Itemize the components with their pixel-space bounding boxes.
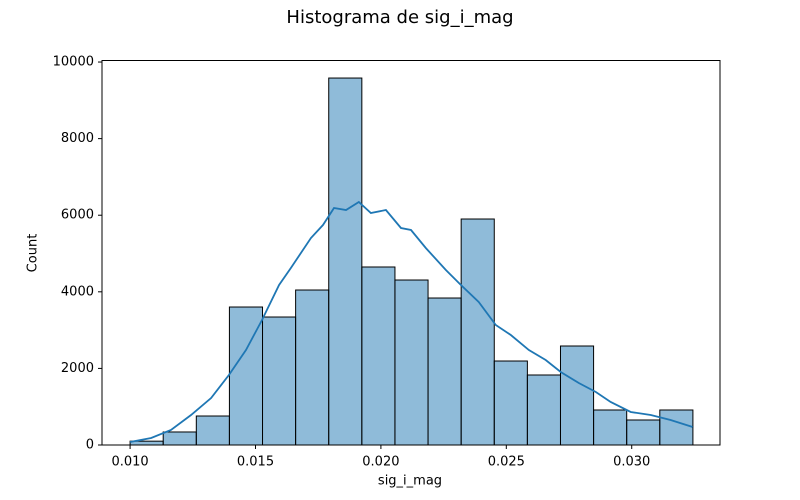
bar bbox=[427, 297, 462, 446]
x-tick-label: 0.015 bbox=[237, 455, 274, 470]
bar bbox=[361, 266, 396, 446]
bar bbox=[460, 218, 495, 446]
x-axis-label: sig_i_mag bbox=[378, 474, 442, 489]
y-tick-label: 8000 bbox=[61, 131, 94, 146]
chart-title: Histograma de sig_i_mag bbox=[286, 7, 513, 28]
bar bbox=[262, 316, 297, 446]
plot-frame bbox=[101, 60, 721, 446]
bar bbox=[659, 409, 694, 446]
y-axis-label: Count bbox=[26, 234, 41, 273]
y-tick-label: 4000 bbox=[61, 284, 94, 299]
bar bbox=[295, 289, 330, 446]
bar bbox=[162, 431, 197, 446]
x-tick-label: 0.030 bbox=[613, 455, 650, 470]
x-tick-label: 0.010 bbox=[111, 455, 148, 470]
x-tick-label: 0.020 bbox=[362, 455, 399, 470]
kde-line bbox=[129, 200, 693, 443]
bar bbox=[559, 345, 595, 446]
bar bbox=[593, 409, 628, 446]
bar bbox=[493, 360, 528, 446]
x-tick-label: 0.025 bbox=[488, 455, 525, 470]
bar bbox=[394, 279, 429, 446]
y-tick-label: 6000 bbox=[61, 208, 94, 223]
bar bbox=[526, 374, 561, 446]
y-tick-label: 10000 bbox=[53, 55, 94, 70]
bar bbox=[626, 419, 661, 446]
y-tick-label: 0 bbox=[86, 438, 94, 453]
y-tick-label: 2000 bbox=[61, 361, 94, 376]
bar bbox=[195, 415, 230, 446]
bar bbox=[328, 77, 363, 446]
